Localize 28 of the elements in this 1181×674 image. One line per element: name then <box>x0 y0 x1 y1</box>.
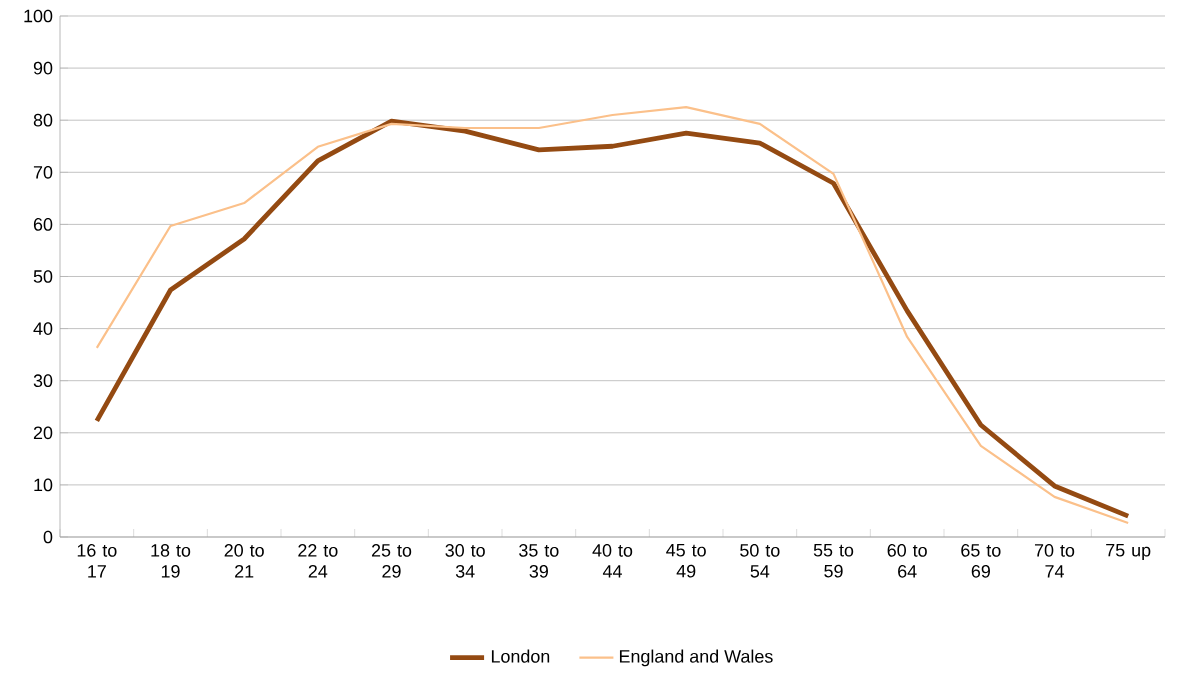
y-tick-label: 50 <box>33 270 53 284</box>
y-tick-label: 0 <box>43 530 53 544</box>
x-tick-label: 18 to 19 <box>151 544 191 578</box>
legend-label: London <box>491 649 550 663</box>
x-tick-label: 45 to 49 <box>666 544 706 578</box>
x-tick-label: 55 to 59 <box>813 544 854 578</box>
x-tick-label: 30 to 34 <box>445 544 485 578</box>
y-tick-label: 80 <box>33 114 53 127</box>
y-tick-label: 40 <box>33 322 53 336</box>
y-tick-label: 100 <box>24 9 53 23</box>
y-tick-label: 30 <box>33 374 53 388</box>
x-tick-label: 25 to 29 <box>371 544 412 578</box>
x-tick-label: 65 to 69 <box>961 544 1001 578</box>
y-tick-label: 70 <box>33 166 53 179</box>
y-tick-label: 20 <box>33 426 53 440</box>
x-tick-label: 16 to 17 <box>77 544 117 578</box>
y-tick-label: 90 <box>33 61 53 75</box>
x-tick-label: 60 to 64 <box>887 544 927 578</box>
x-tick-label: 40 to 44 <box>592 544 633 578</box>
x-tick-label: 35 to 39 <box>519 544 559 578</box>
y-tick-label: 10 <box>34 478 53 492</box>
x-tick-label: 75 up <box>1106 544 1151 561</box>
x-tick-label: 50 to 54 <box>740 544 780 578</box>
legend-label: England and Wales <box>619 649 773 667</box>
x-tick-label: 22 to 24 <box>298 544 338 578</box>
y-tick-label: 60 <box>33 218 53 231</box>
x-tick-label: 70 to 74 <box>1034 544 1075 578</box>
x-tick-label: 20 to 21 <box>224 544 264 578</box>
